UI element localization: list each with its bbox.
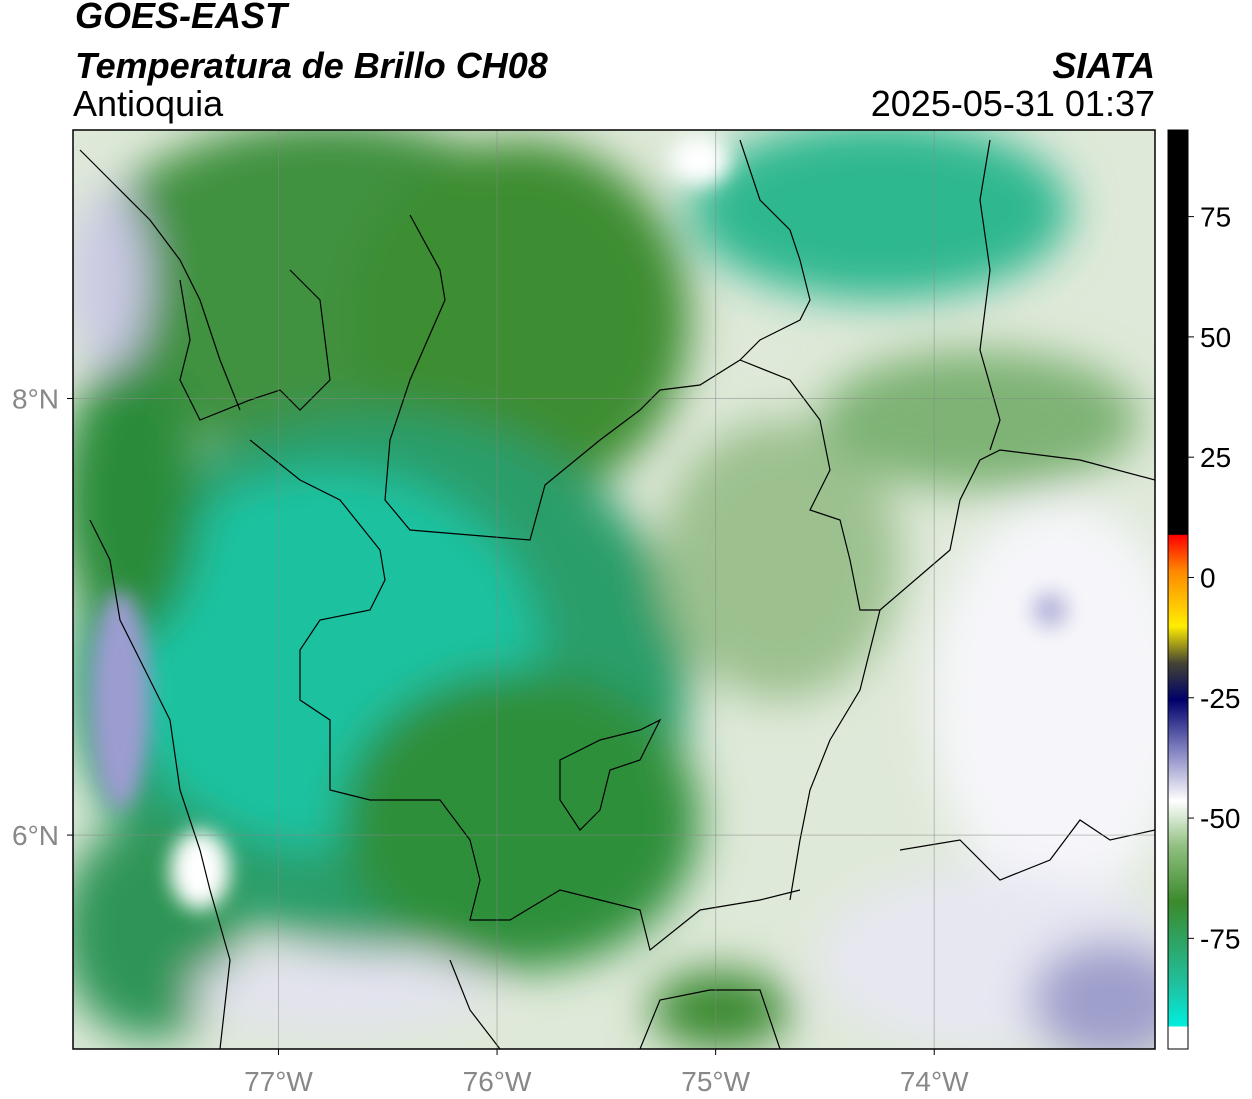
datetime-label: 2025-05-31 01:37 (871, 83, 1155, 124)
borders (79, 139, 1155, 1049)
colorbar-tick-label: -50 (1200, 803, 1240, 834)
colorbar-tick-label: -25 (1200, 683, 1240, 714)
region-label: Antioquia (73, 83, 224, 124)
colorbar-tick-label: 75 (1200, 202, 1231, 233)
x-tick-label: 76°W (463, 1066, 532, 1097)
colorbar-tick-label: 50 (1200, 322, 1231, 353)
satellite-title: GOES-EAST (75, 0, 290, 36)
satellite-image (73, 130, 1155, 1049)
colorbar (1167, 129, 1189, 1050)
product-title: Temperatura de Brillo CH08 (75, 45, 548, 86)
graticule (73, 130, 1155, 1049)
x-tick-label: 77°W (244, 1066, 313, 1097)
map-frame (72, 129, 1156, 1050)
x-tick-label: 75°W (681, 1066, 750, 1097)
y-tick-label: 6°N (12, 820, 59, 851)
colorbar-tick-label: 0 (1200, 562, 1216, 593)
x-tick-label: 74°W (900, 1066, 969, 1097)
colorbar-tick-label: -75 (1200, 923, 1240, 954)
source-label: SIATA (1052, 45, 1155, 86)
colorbar-tick-label: 25 (1200, 442, 1231, 473)
y-tick-label: 8°N (12, 383, 59, 414)
